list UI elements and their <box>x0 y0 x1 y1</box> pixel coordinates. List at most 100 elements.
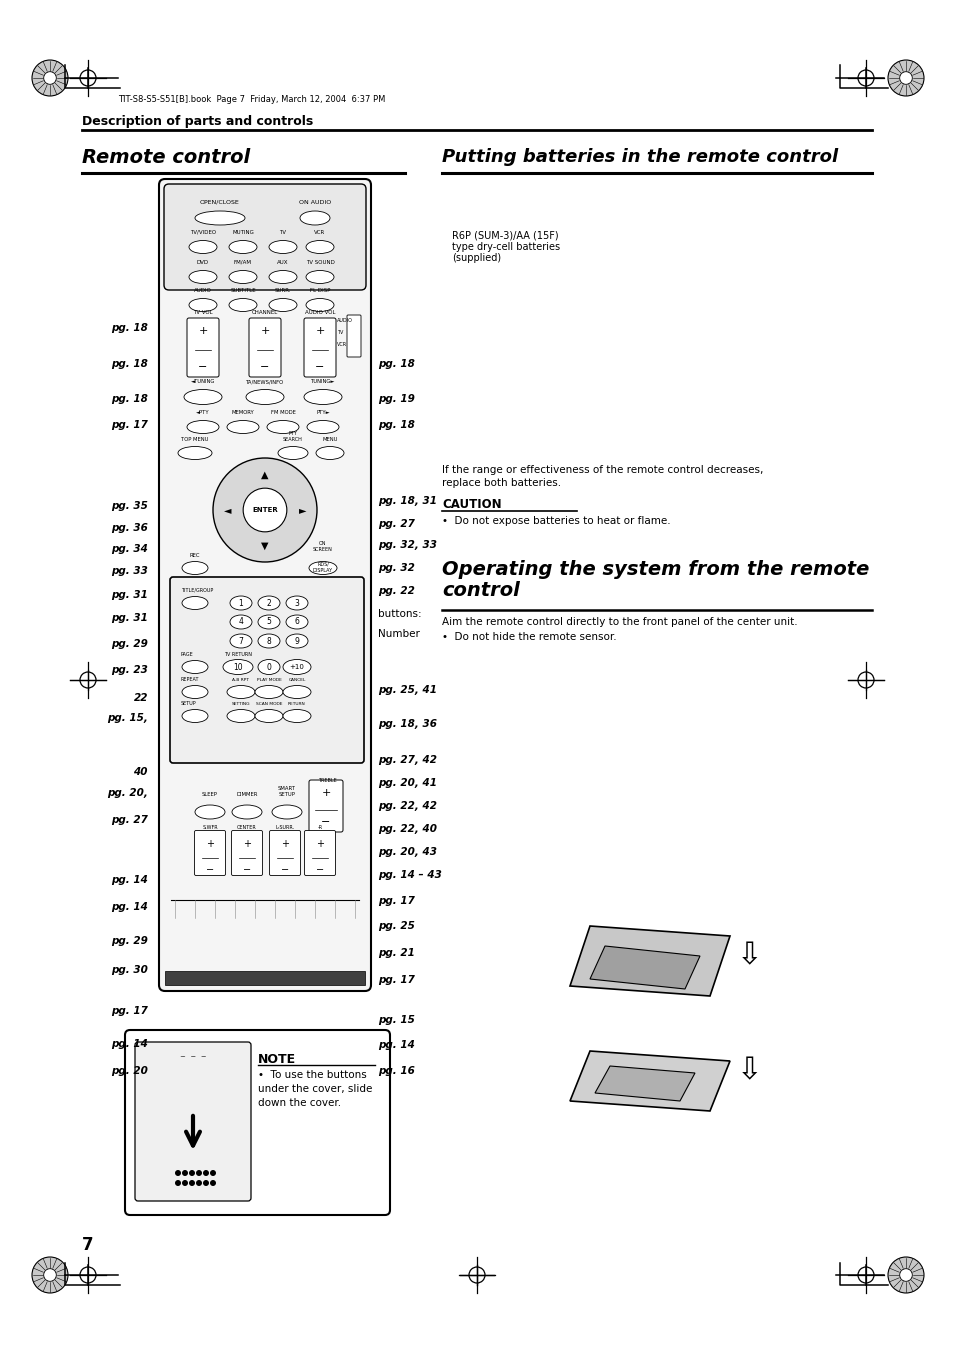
Text: S.WFR: S.WFR <box>202 825 217 830</box>
Text: •  Do not expose batteries to heat or flame.: • Do not expose batteries to heat or fla… <box>441 516 670 526</box>
Ellipse shape <box>147 1085 165 1097</box>
Text: pg. 35: pg. 35 <box>111 501 148 511</box>
FancyBboxPatch shape <box>194 831 225 875</box>
Ellipse shape <box>286 634 308 648</box>
Text: TOP MENU: TOP MENU <box>181 436 209 442</box>
Ellipse shape <box>306 299 334 312</box>
Ellipse shape <box>191 1085 209 1097</box>
Polygon shape <box>569 1051 729 1111</box>
Text: If the range or effectiveness of the remote control decreases,
replace both batt: If the range or effectiveness of the rem… <box>441 465 762 488</box>
Ellipse shape <box>178 446 212 459</box>
Text: R6P (SUM-3)/AA (15F)
type dry-cell batteries
(supplied): R6P (SUM-3)/AA (15F) type dry-cell batte… <box>452 230 559 263</box>
Text: pg. 22: pg. 22 <box>377 586 415 596</box>
Text: ENTER: ENTER <box>252 507 277 513</box>
Text: pg. 17: pg. 17 <box>111 1006 148 1016</box>
Text: pg. 25: pg. 25 <box>377 921 415 931</box>
Text: pg. 27, 42: pg. 27, 42 <box>377 755 436 765</box>
Circle shape <box>203 1170 209 1175</box>
Text: 5: 5 <box>266 617 272 627</box>
Text: TREBLE: TREBLE <box>317 778 336 784</box>
Ellipse shape <box>283 659 311 674</box>
Text: pg. 27: pg. 27 <box>111 815 148 825</box>
Text: CAUTION: CAUTION <box>441 499 501 511</box>
Text: +: + <box>315 839 324 848</box>
Text: DIMMER: DIMMER <box>236 792 257 797</box>
FancyBboxPatch shape <box>159 178 371 992</box>
Ellipse shape <box>272 805 302 819</box>
Text: pg. 18, 31: pg. 18, 31 <box>377 496 436 507</box>
Circle shape <box>887 59 923 96</box>
Text: SLEEP: SLEEP <box>202 792 217 797</box>
Text: NOTE: NOTE <box>257 1052 295 1066</box>
Ellipse shape <box>147 1104 165 1115</box>
Text: −: − <box>206 865 213 875</box>
FancyBboxPatch shape <box>232 831 262 875</box>
Text: FM MODE: FM MODE <box>271 409 295 415</box>
Circle shape <box>44 1269 56 1281</box>
Ellipse shape <box>194 805 225 819</box>
Bar <box>165 971 365 985</box>
Ellipse shape <box>191 1121 209 1132</box>
Circle shape <box>203 1179 209 1186</box>
Text: ⇩: ⇩ <box>737 1056 762 1085</box>
Text: −: − <box>321 817 331 827</box>
Text: pg. 23: pg. 23 <box>111 665 148 676</box>
Text: pg. 18: pg. 18 <box>111 394 148 404</box>
Text: +: + <box>260 326 270 336</box>
Text: Aim the remote control directly to the front panel of the center unit.: Aim the remote control directly to the f… <box>441 617 797 627</box>
Text: pg. 22, 42: pg. 22, 42 <box>377 801 436 811</box>
Text: 1: 1 <box>238 598 243 608</box>
Text: pg. 34: pg. 34 <box>111 544 148 554</box>
Text: pg. 14 – 43: pg. 14 – 43 <box>377 870 441 880</box>
Polygon shape <box>569 925 729 996</box>
Text: A-B RPT: A-B RPT <box>233 678 250 682</box>
Ellipse shape <box>213 1121 231 1132</box>
Circle shape <box>243 488 287 532</box>
Ellipse shape <box>307 420 338 434</box>
Ellipse shape <box>229 299 256 312</box>
Text: buttons:: buttons: <box>377 609 421 619</box>
Text: 40: 40 <box>133 767 148 777</box>
Text: SETUP: SETUP <box>181 701 196 707</box>
Ellipse shape <box>189 240 216 254</box>
Text: •  Do not hide the remote sensor.: • Do not hide the remote sensor. <box>441 632 616 642</box>
FancyBboxPatch shape <box>249 317 281 377</box>
Text: pg. 15: pg. 15 <box>377 1015 415 1025</box>
Circle shape <box>189 1170 194 1175</box>
Text: 0: 0 <box>266 662 272 671</box>
Text: +10: +10 <box>290 663 304 670</box>
Ellipse shape <box>184 389 222 404</box>
Text: PTY►: PTY► <box>315 409 330 415</box>
Text: CHANNEL: CHANNEL <box>252 309 278 315</box>
Text: PTY
SEARCH: PTY SEARCH <box>283 431 303 442</box>
Ellipse shape <box>299 211 330 226</box>
Circle shape <box>210 1170 215 1175</box>
FancyBboxPatch shape <box>164 184 366 290</box>
Text: 6: 6 <box>294 617 299 627</box>
Text: +: + <box>281 839 289 848</box>
Text: L-SURR.: L-SURR. <box>275 825 294 830</box>
Ellipse shape <box>286 615 308 630</box>
Text: TIT-S8-S5-S51[B].book  Page 7  Friday, March 12, 2004  6:37 PM: TIT-S8-S5-S51[B].book Page 7 Friday, Mar… <box>118 96 385 104</box>
Text: AUX: AUX <box>277 259 289 265</box>
FancyBboxPatch shape <box>304 317 335 377</box>
Text: AUDIO: AUDIO <box>336 317 353 323</box>
Ellipse shape <box>182 709 208 723</box>
Text: 8: 8 <box>266 636 271 646</box>
Text: pg. 30: pg. 30 <box>111 965 148 975</box>
Text: ▼: ▼ <box>261 540 269 550</box>
Ellipse shape <box>189 270 216 284</box>
FancyBboxPatch shape <box>304 831 335 875</box>
Ellipse shape <box>306 240 334 254</box>
Text: pg. 17: pg. 17 <box>377 975 415 985</box>
Ellipse shape <box>254 709 283 723</box>
Text: TV: TV <box>279 230 286 235</box>
Ellipse shape <box>267 420 298 434</box>
Ellipse shape <box>254 685 283 698</box>
Circle shape <box>189 1179 194 1186</box>
Text: AUDIO: AUDIO <box>193 288 212 293</box>
Text: MENU: MENU <box>322 436 337 442</box>
Text: ON AUDIO: ON AUDIO <box>298 200 331 205</box>
Circle shape <box>887 1256 923 1293</box>
Text: Operating the system from the remote
control: Operating the system from the remote con… <box>441 561 868 600</box>
